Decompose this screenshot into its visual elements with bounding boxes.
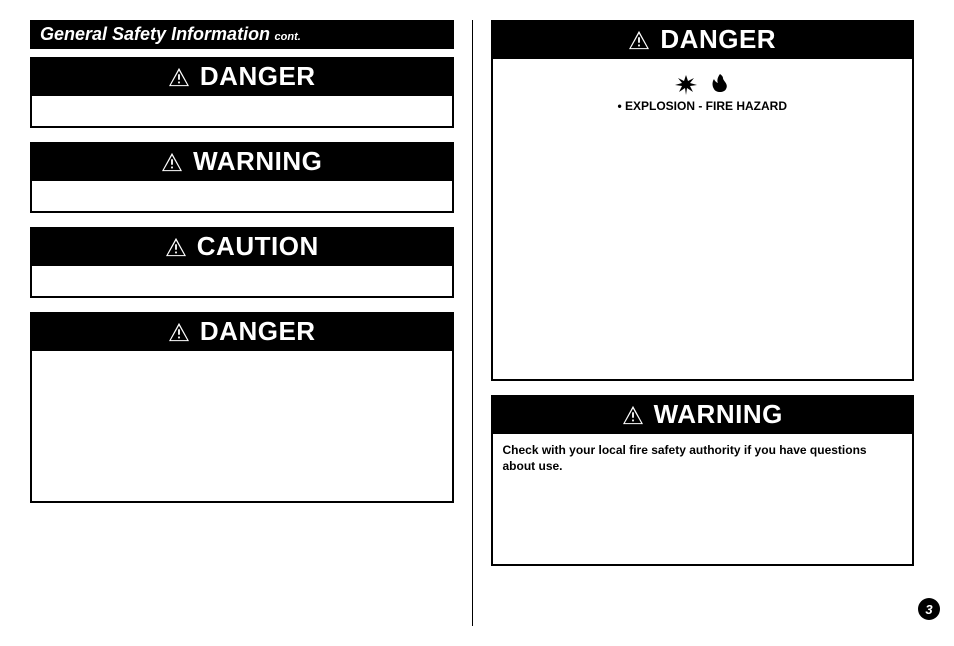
page-number-badge: 3: [918, 598, 940, 620]
hazard-line: • EXPLOSION - FIRE HAZARD: [503, 73, 903, 115]
hazard-icons: [673, 73, 731, 95]
alert-label: DANGER: [660, 24, 776, 55]
section-title-bar: General Safety Information cont.: [30, 20, 454, 49]
right-column: DANGER • EXPLOSION - FIRE HAZARD: [472, 20, 915, 626]
explosion-icon: [673, 73, 699, 95]
hazard-text: • EXPLOSION - FIRE HAZARD: [503, 99, 903, 115]
alert-box-danger: DANGER • EXPLOSION - FIRE HAZARD: [491, 20, 915, 381]
alert-header: DANGER: [32, 59, 452, 96]
alert-body: [32, 266, 452, 296]
alert-header: WARNING: [32, 144, 452, 181]
warning-triangle-icon: [165, 237, 187, 257]
alert-box-danger: DANGER: [30, 312, 454, 503]
alert-header: DANGER: [493, 22, 913, 59]
alert-body: [32, 181, 452, 211]
alert-label: WARNING: [193, 146, 322, 177]
alert-label: CAUTION: [197, 231, 319, 262]
alert-body: Check with your local fire safety author…: [493, 434, 913, 564]
alert-box-caution: CAUTION: [30, 227, 454, 298]
page-columns: General Safety Information cont. DANGER: [30, 20, 914, 626]
alert-body: [32, 96, 452, 126]
section-title-cont: cont.: [275, 31, 301, 43]
alert-header: CAUTION: [32, 229, 452, 266]
alert-label: DANGER: [200, 61, 316, 92]
warning-triangle-icon: [628, 30, 650, 50]
page-number: 3: [925, 602, 932, 617]
alert-body: [32, 351, 452, 501]
alert-label: DANGER: [200, 316, 316, 347]
warning-triangle-icon: [168, 322, 190, 342]
section-title: General Safety Information: [40, 24, 270, 44]
alert-box-warning: WARNING: [30, 142, 454, 213]
warning-triangle-icon: [161, 152, 183, 172]
warning-triangle-icon: [622, 405, 644, 425]
alert-box-danger: DANGER: [30, 57, 454, 128]
fire-icon: [709, 73, 731, 95]
alert-box-warning: WARNING Check with your local fire safet…: [491, 395, 915, 566]
left-column: General Safety Information cont. DANGER: [30, 20, 472, 626]
alert-body: • EXPLOSION - FIRE HAZARD: [493, 59, 913, 379]
alert-body-text: Check with your local fire safety author…: [503, 442, 903, 474]
alert-header: WARNING: [493, 397, 913, 434]
warning-triangle-icon: [168, 67, 190, 87]
alert-header: DANGER: [32, 314, 452, 351]
alert-label: WARNING: [654, 399, 783, 430]
